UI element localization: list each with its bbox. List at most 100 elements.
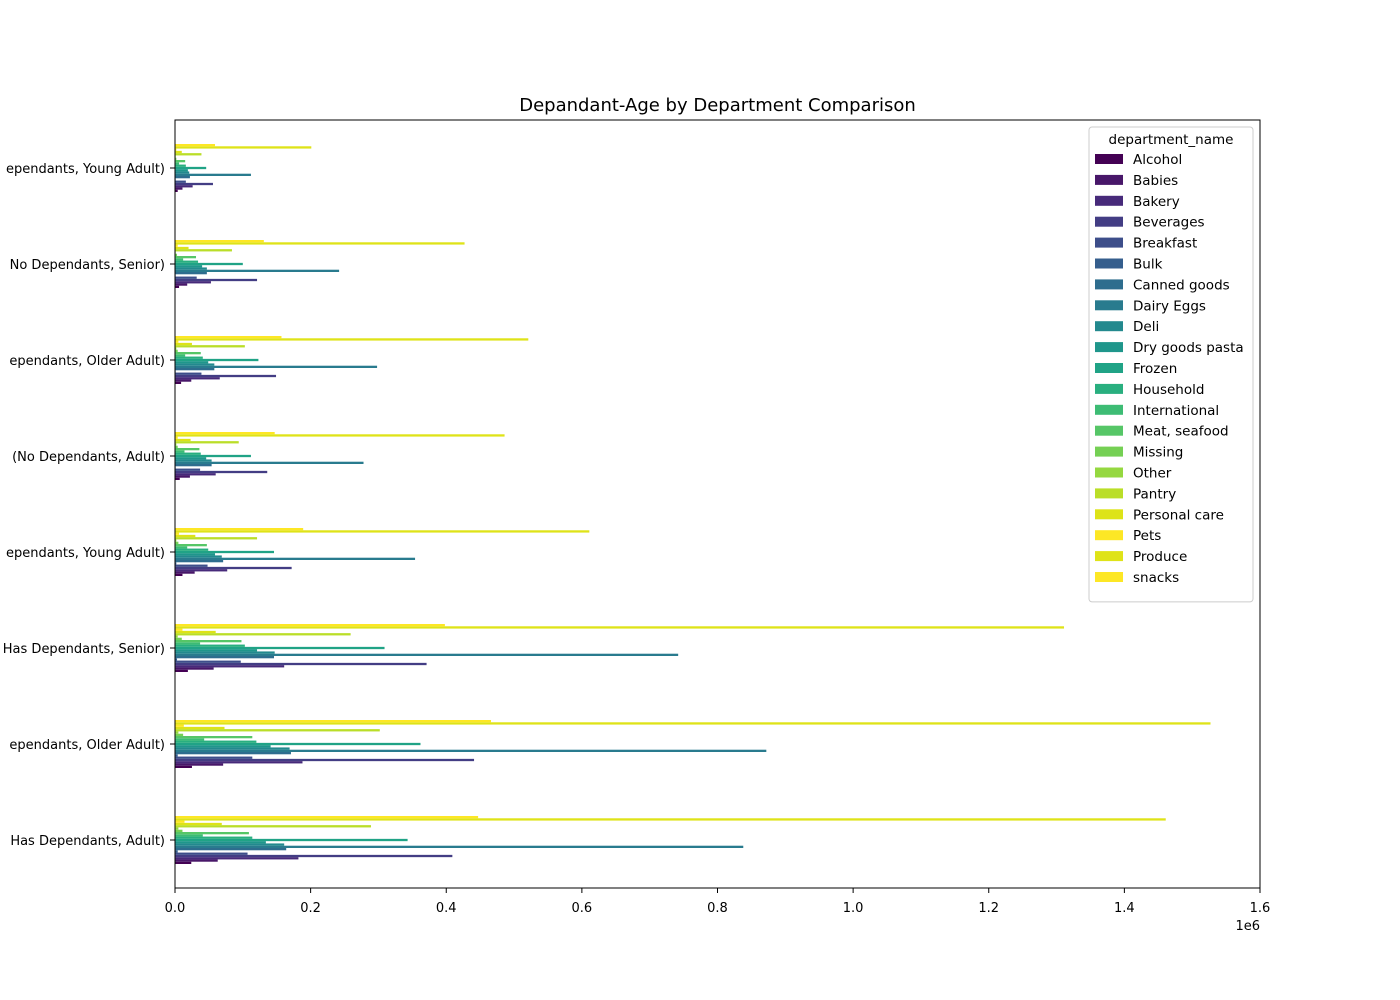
bar-dairy-eggs: [175, 845, 744, 848]
x-axis: 0.0 0.2 0.4 0.6 0.8 1.0 1.2 1.4 1.6: [165, 888, 1271, 916]
bar-pets: [175, 532, 180, 535]
bar-frozen: [175, 646, 385, 650]
bar-canned-goods: [175, 464, 212, 467]
bar-babies: [175, 571, 195, 574]
bar-breakfast: [175, 372, 202, 375]
x-scale-label: 1e6: [1235, 919, 1260, 934]
x-tick-label: 0.2: [300, 901, 321, 916]
bar-snacks: [175, 624, 445, 627]
bar-alcohol: [175, 765, 192, 768]
legend-swatch: [1095, 572, 1123, 582]
bar-household: [175, 260, 199, 263]
bar-pets: [175, 724, 184, 727]
y-tick-label: Has Dependants, Senior): [3, 642, 165, 657]
legend-label: Personal care: [1133, 507, 1224, 523]
bar-frozen: [175, 166, 207, 170]
bar-snacks: [175, 336, 282, 339]
bar-international: [175, 450, 185, 453]
bar-other: [175, 827, 179, 830]
bar-meat-seafood: [175, 352, 201, 355]
bar-produce: [175, 338, 529, 341]
bar-personal-care: [175, 342, 192, 346]
y-tick-label: ependants, Young Adult): [6, 162, 165, 177]
bar-international: [175, 738, 205, 741]
y-axis: Has Dependants, Adult) ependants, Older A…: [3, 162, 175, 849]
bar-personal-care: [175, 438, 191, 442]
bar-frozen: [175, 838, 408, 842]
legend-swatch: [1095, 237, 1123, 248]
x-tick-label: 1.2: [978, 901, 999, 916]
bar-personal-care: [175, 726, 225, 730]
legend-label: Beverages: [1133, 215, 1205, 231]
bar-snacks: [175, 144, 216, 147]
legend-swatch: [1095, 425, 1123, 436]
bar-bakery: [175, 569, 228, 572]
legend-label: Bulk: [1133, 257, 1163, 273]
legend-label: Breakfast: [1133, 236, 1197, 252]
legend: department_name Alcohol Babies Bakery Bevera…: [1088, 126, 1254, 603]
x-tick-label: 1.6: [1250, 901, 1271, 916]
x-tick-label: 0.6: [572, 901, 593, 916]
bar-international: [175, 642, 201, 645]
bar-canned-goods: [175, 560, 224, 563]
legend-swatch: [1095, 300, 1123, 311]
legend-swatch: [1095, 154, 1123, 164]
legend-swatch: [1095, 342, 1123, 353]
bar-deli: [175, 747, 290, 750]
legend-swatch: [1095, 383, 1123, 394]
bar-dairy-eggs: [175, 365, 378, 368]
bar-meat-seafood: [175, 160, 186, 163]
bar-pets: [175, 436, 178, 439]
bar-international: [175, 354, 186, 357]
legend-box: [1088, 126, 1254, 603]
bar-deli: [175, 651, 275, 654]
legend-swatch: [1095, 321, 1123, 332]
y-tick-label: No Dependants, Senior): [10, 258, 165, 273]
legend-label: Other: [1133, 466, 1172, 482]
x-tick-label: 1.0: [843, 901, 864, 916]
bar-other: [175, 731, 179, 734]
bar-pets: [175, 340, 179, 343]
x-tick-label: 0.8: [707, 901, 728, 916]
legend-label: Missing: [1133, 445, 1183, 461]
legend-swatch: [1095, 509, 1123, 520]
bar-bakery: [175, 761, 303, 764]
bar-babies: [175, 187, 183, 190]
bar-beverages: [175, 374, 277, 378]
bar-household: [175, 740, 257, 743]
bar-pets: [175, 244, 178, 247]
bar-canned-goods: [175, 752, 291, 755]
y-tick-label: ependants, Young Adult): [6, 546, 165, 561]
bar-personal-care: [175, 534, 196, 538]
legend-swatch: [1095, 530, 1123, 541]
y-tick-label: Has Dependants, Adult): [10, 834, 165, 849]
legend-label: Pets: [1133, 528, 1161, 544]
bar-dry-goods-pasta: [175, 553, 216, 556]
x-tick-label: 0.4: [436, 901, 457, 916]
bar-pantry: [175, 345, 245, 348]
bar-pantry: [175, 729, 380, 732]
bar-dairy-eggs: [175, 269, 340, 272]
bar-alcohol: [175, 573, 183, 576]
bar-canned-goods: [175, 656, 275, 659]
legend-label: Canned goods: [1133, 277, 1230, 293]
legend-label: Bakery: [1133, 194, 1180, 210]
bar-breakfast: [175, 660, 241, 663]
bar-bakery: [175, 665, 285, 668]
bar-pets: [175, 628, 183, 631]
bar-meat-seafood: [175, 832, 249, 835]
x-tick-label: 0.0: [165, 901, 186, 916]
bar-pantry: [175, 441, 239, 444]
bar-deli: [175, 555, 222, 558]
bar-alcohol: [175, 861, 192, 864]
bar-dairy-eggs: [175, 557, 416, 560]
bar-beverages: [175, 182, 213, 186]
bar-pantry: [175, 537, 258, 540]
bar-dairy-eggs: [175, 653, 679, 656]
bar-babies: [175, 859, 218, 862]
bar-produce: [175, 434, 505, 437]
bar-pantry: [175, 633, 351, 636]
bar-breakfast: [175, 180, 186, 183]
legend-swatch: [1095, 446, 1123, 457]
